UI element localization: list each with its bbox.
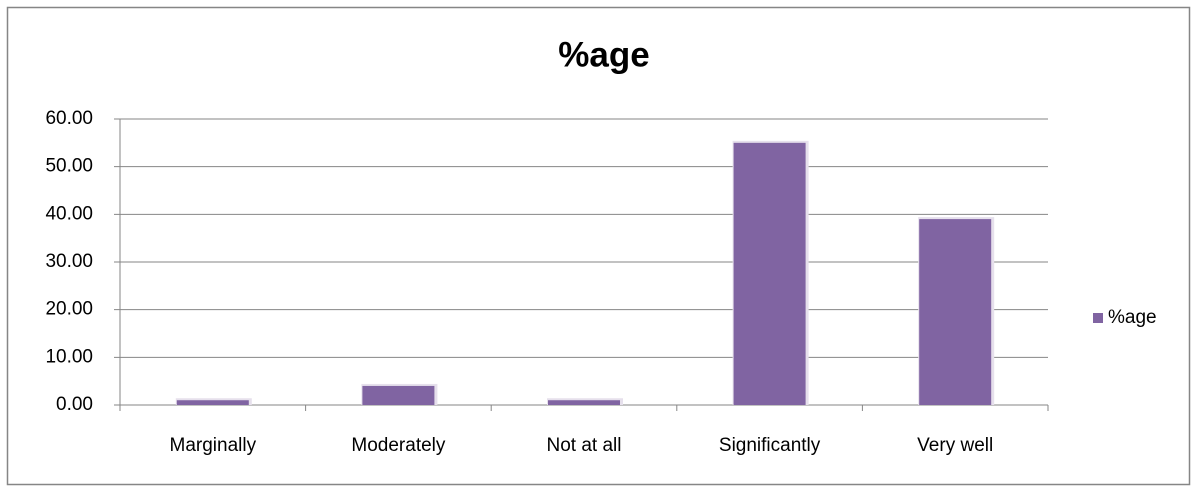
legend-label: %age xyxy=(1108,307,1157,328)
y-tick-label: 20.00 xyxy=(45,299,93,320)
y-tick-label: 30.00 xyxy=(45,251,93,272)
y-tick-label: 10.00 xyxy=(45,346,93,367)
y-tick-label: 40.00 xyxy=(45,203,93,224)
bar xyxy=(176,400,249,405)
y-tick-label: 0.00 xyxy=(56,394,93,415)
legend-swatch xyxy=(1093,313,1103,323)
y-tick-label: 50.00 xyxy=(45,156,93,177)
chart-frame xyxy=(6,6,1191,486)
x-tick-label: Not at all xyxy=(547,435,622,456)
bar xyxy=(362,385,435,405)
y-tick-label: 60.00 xyxy=(45,108,93,129)
bar xyxy=(548,400,620,405)
bar xyxy=(733,142,806,406)
x-tick-label: Marginally xyxy=(170,435,257,456)
x-tick-label: Very well xyxy=(917,435,993,456)
chart-title: %age xyxy=(558,35,649,74)
x-tick-label: Significantly xyxy=(719,435,821,456)
bar xyxy=(919,219,992,405)
x-tick-label: Moderately xyxy=(351,435,445,456)
